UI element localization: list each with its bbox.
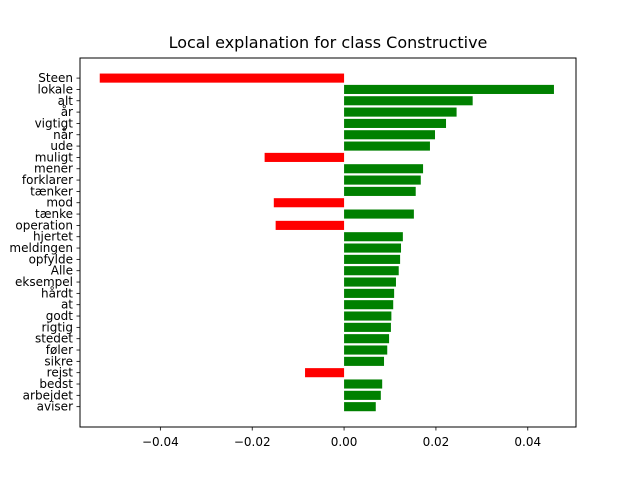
bar-lokale [344, 85, 554, 94]
bar-rigtig [344, 323, 391, 332]
bar-bedst [344, 379, 382, 388]
bar-rejst [305, 368, 344, 377]
bar-føler [344, 345, 387, 354]
y-tick-label: aviser [37, 400, 73, 414]
bar-år [344, 108, 457, 117]
chart-title: Local explanation for class Constructive [80, 33, 576, 52]
bar-muligt [265, 153, 344, 162]
x-tick-label: 0.02 [423, 435, 450, 449]
bar-Alle [344, 266, 399, 275]
x-tick-label: −0.02 [234, 435, 271, 449]
bar-forklarer [344, 176, 421, 185]
x-tick-label: 0.00 [331, 435, 358, 449]
bar-når [344, 130, 435, 139]
bar-aviser [344, 402, 376, 411]
bar-tænker [344, 187, 416, 196]
bar-sikre [344, 357, 384, 366]
bar-eksempel [344, 277, 396, 286]
bar-godt [344, 311, 391, 320]
bar-mod [274, 198, 344, 207]
bar-at [344, 300, 393, 309]
bar-Steen [100, 74, 344, 83]
bar-alt [344, 96, 473, 105]
x-tick-label: 0.04 [514, 435, 541, 449]
bar-stedet [344, 334, 389, 343]
bar-ude [344, 142, 430, 151]
bar-arbejdet [344, 391, 381, 400]
bar-meldingen [344, 244, 401, 253]
bar-opfylde [344, 255, 400, 264]
x-tick-label: −0.04 [142, 435, 179, 449]
bar-mener [344, 164, 423, 173]
bar-tænke [344, 210, 414, 219]
bar-operation [276, 221, 344, 230]
bar-hjertet [344, 232, 403, 241]
bar-hårdt [344, 289, 394, 298]
bar-vigtigt [344, 119, 446, 128]
